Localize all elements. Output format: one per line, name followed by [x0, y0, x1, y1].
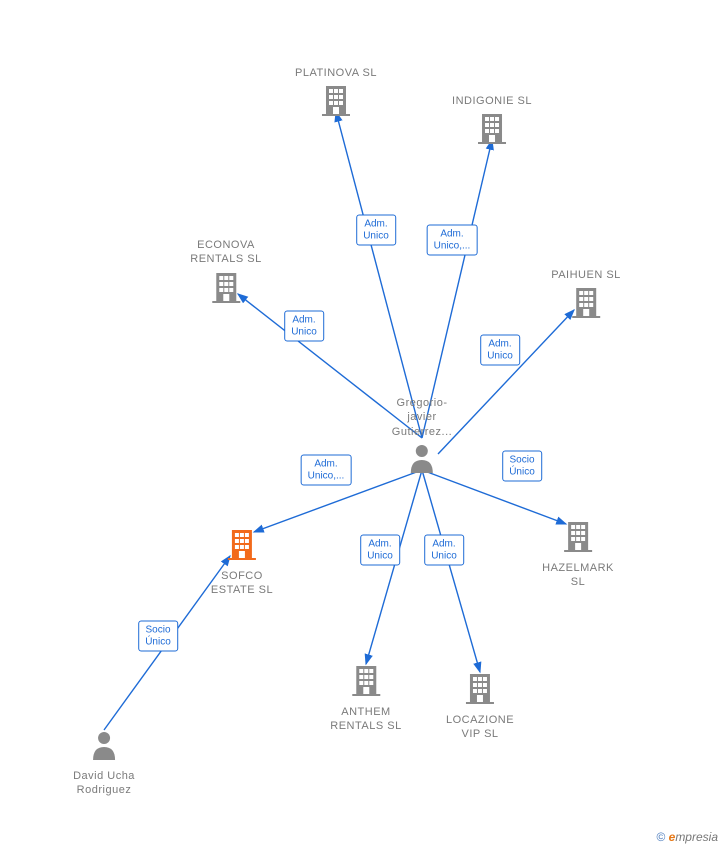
node-label: PAIHUEN SL [551, 268, 621, 282]
company-icon [190, 271, 261, 308]
node-label: INDIGONIE SL [452, 94, 532, 108]
company-icon [542, 520, 614, 557]
edge-gregorio-locazione [422, 470, 480, 672]
node-david[interactable]: David UchaRodriguez [73, 730, 135, 798]
brand-rest: mpresia [675, 830, 718, 844]
node-paihuen[interactable]: PAIHUEN SL [551, 264, 621, 323]
edge-label: Adm.Unico [424, 535, 464, 566]
copyright-symbol: © [656, 830, 665, 844]
node-econova[interactable]: ECONOVARENTALS SL [190, 234, 261, 308]
node-label: ECONOVARENTALS SL [190, 238, 261, 267]
node-label: HAZELMARKSL [542, 561, 614, 590]
node-indigonie[interactable]: INDIGONIE SL [452, 90, 532, 149]
footer-copyright: © empresia [656, 830, 718, 844]
company-icon [446, 672, 514, 709]
edge-label: Adm.Unico [356, 215, 396, 246]
edge-gregorio-hazelmark [422, 470, 566, 524]
node-anthem[interactable]: ANTHEMRENTALS SL [330, 664, 401, 734]
company-icon [452, 112, 532, 149]
company-icon [211, 528, 273, 565]
edge-label: Adm.Unico [360, 535, 400, 566]
node-hazelmark[interactable]: HAZELMARKSL [542, 520, 614, 590]
company-icon [295, 84, 377, 121]
edge-gregorio-platinova [336, 112, 422, 438]
person-icon [73, 730, 135, 765]
node-platinova[interactable]: PLATINOVA SL [295, 62, 377, 121]
person-icon [392, 443, 452, 478]
company-icon [330, 664, 401, 701]
node-label: PLATINOVA SL [295, 66, 377, 80]
node-label: ANTHEMRENTALS SL [330, 705, 401, 734]
node-gregorio[interactable]: Gregorio-javierGutierrez... [392, 392, 452, 478]
node-label: LOCAZIONEVIP SL [446, 713, 514, 742]
company-icon [551, 286, 621, 323]
edge-gregorio-paihuen [438, 310, 574, 454]
edge-label: Adm.Unico [480, 335, 520, 366]
edge-label: SocioÚnico [138, 621, 178, 652]
edge-label: Adm.Unico,... [301, 455, 352, 486]
edge-gregorio-anthem [366, 470, 422, 664]
node-sofco[interactable]: SOFCOESTATE SL [211, 528, 273, 598]
edge-label: Adm.Unico [284, 311, 324, 342]
edge-label: Adm.Unico,... [427, 225, 478, 256]
node-label: David UchaRodriguez [73, 769, 135, 798]
edge-label: SocioÚnico [502, 451, 542, 482]
node-label: SOFCOESTATE SL [211, 569, 273, 598]
node-locazione[interactable]: LOCAZIONEVIP SL [446, 672, 514, 742]
node-label: Gregorio-javierGutierrez... [392, 396, 452, 439]
